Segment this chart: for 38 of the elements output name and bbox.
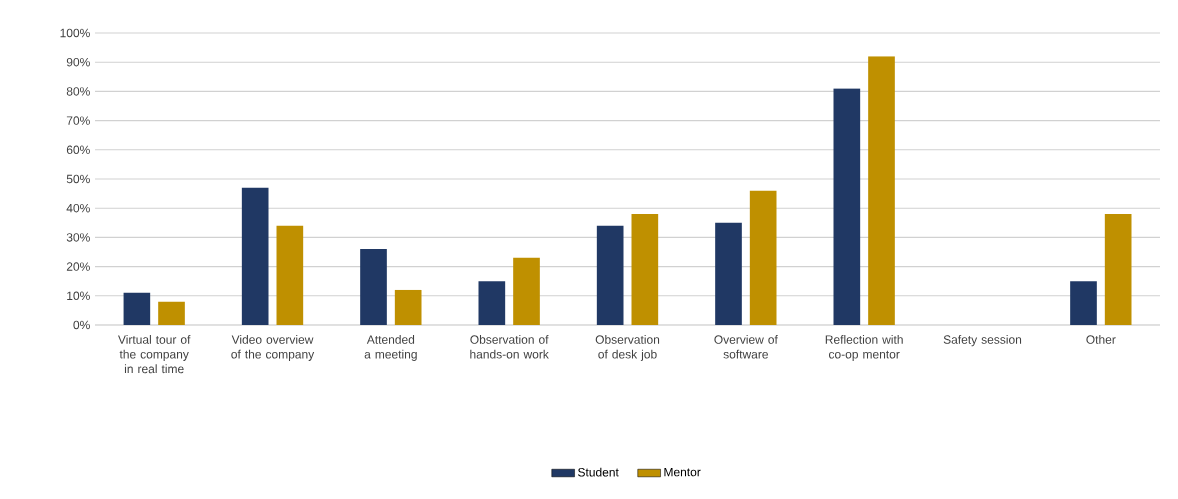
bar [868,56,895,325]
y-tick-label: 70% [66,116,90,125]
bar [158,301,185,325]
x-tick-label: Other [1086,335,1116,344]
x-tick-label: Observation of desk job [595,335,660,361]
x-tick-label: Overview of software [714,335,778,359]
bar [360,249,387,325]
x-tick-label: Reflection with co-op mentor [825,335,903,361]
y-tick-label: 60% [66,145,90,155]
bar [123,292,151,325]
bar [513,257,540,325]
bar [631,214,659,325]
x-tick-label: Safety session [943,335,1022,347]
bar [749,190,777,325]
bar [394,289,422,325]
x-tick-label: Observation of hands-on work [470,335,549,359]
y-tick-label: 80% [66,87,90,96]
x-tick-label: Virtual tour of the company in real time [118,335,191,374]
y-tick-label: 0% [73,320,90,330]
y-tick-label: 30% [66,233,90,242]
legend-label: Mentor [664,467,701,477]
bar [715,222,742,325]
bar [241,187,269,325]
y-tick-label: 10% [67,291,90,301]
bar [833,88,861,325]
x-tick-label: Attended a meeting [364,335,417,361]
legend-label: Student [578,467,619,477]
bar [478,281,506,325]
y-tick-label: 100% [60,28,90,38]
bar [596,225,624,325]
bar [1104,214,1132,325]
y-tick-label: 50% [66,174,90,184]
bar [276,225,304,325]
y-tick-label: 40% [66,203,90,213]
y-tick-label: 20% [66,262,90,271]
x-tick-label: Video overview of the company [231,335,315,361]
y-tick-label: 90% [66,57,90,67]
bar [1070,281,1097,325]
